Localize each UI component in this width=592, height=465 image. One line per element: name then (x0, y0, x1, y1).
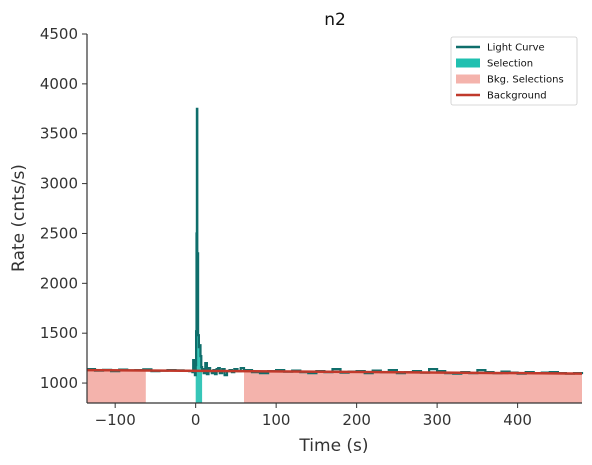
x-tick-label-2: 100 (262, 411, 291, 429)
bkg-selection-region-0 (87, 370, 146, 403)
y-tick-label-3: 2500 (40, 224, 78, 242)
light-curve-layer (87, 107, 584, 377)
legend-frame (450, 36, 578, 106)
plot-area (86, 107, 584, 404)
y-tick-label-2: 2000 (40, 274, 78, 292)
y-tick-label-6: 4000 (40, 75, 78, 93)
background-fit-line (86, 368, 583, 375)
x-tick-label-3: 200 (342, 411, 371, 429)
light-curve-line (87, 107, 584, 377)
y-axis-label: Rate (cnts/s) (9, 164, 29, 272)
axes (86, 34, 582, 404)
legend-label-1: Selection (487, 59, 533, 70)
x-tick-label-5: 400 (503, 411, 532, 429)
y-axis-ticks: 1000 1500 2000 2500 3000 3500 4000 4500 (40, 25, 87, 392)
legend-label-3: Background (487, 91, 547, 102)
x-tick-label-1: 0 (191, 411, 201, 429)
y-tick-label-4: 3000 (40, 175, 78, 193)
y-tick-label-1: 1500 (40, 324, 78, 342)
legend-swatch-2 (456, 74, 480, 84)
x-tick-label-4: 300 (423, 411, 452, 429)
x-axis-ticks: −100 0 100 200 300 400 (95, 403, 532, 429)
legend-label-0: Light Curve (487, 43, 545, 54)
chart-title: n2 (324, 10, 346, 30)
x-tick-label-0: −100 (95, 411, 136, 429)
legend-label-2: Bkg. Selections (487, 75, 564, 86)
y-tick-label-7: 4500 (40, 25, 78, 43)
y-tick-label-0: 1000 (40, 374, 78, 392)
bkg-selection-region-1 (244, 371, 582, 403)
legend-swatch-1 (456, 58, 480, 68)
x-axis-label: Time (s) (298, 436, 368, 456)
bkg-selection-layer (87, 370, 582, 403)
background-fit-layer (86, 368, 583, 375)
y-tick-label-5: 3500 (40, 125, 78, 143)
legend: Light Curve Selection Bkg. Selections Backg… (450, 36, 578, 106)
